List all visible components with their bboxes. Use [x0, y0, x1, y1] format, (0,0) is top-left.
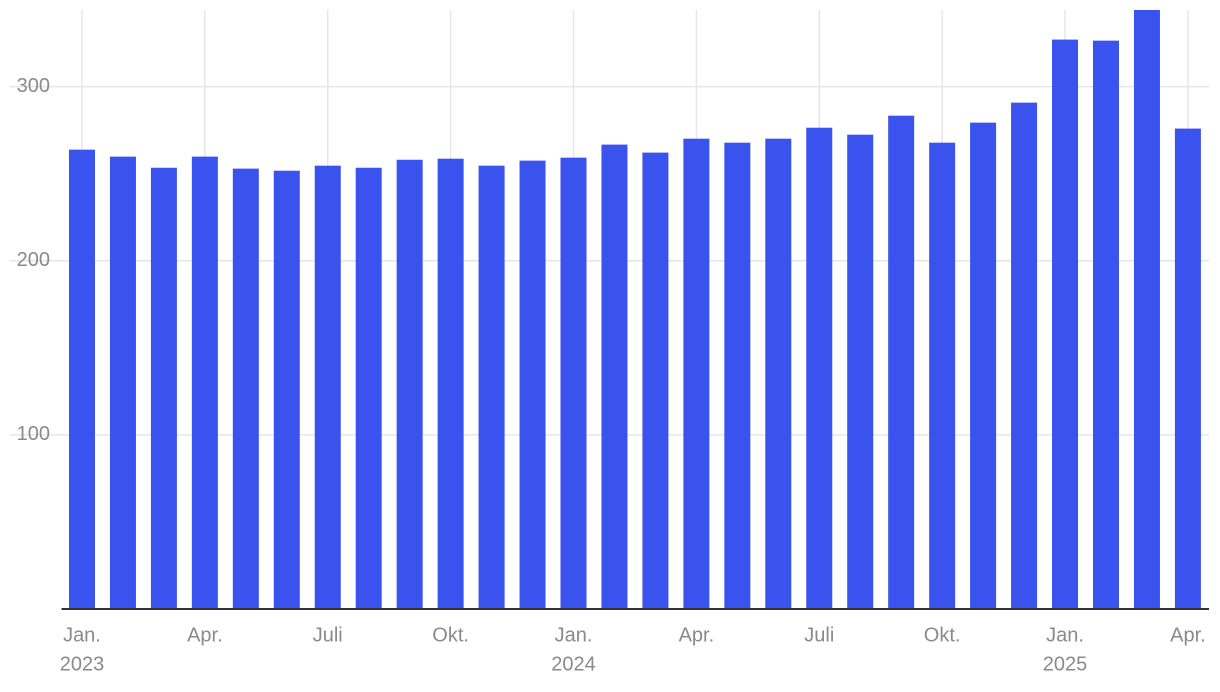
bar	[1174, 128, 1201, 609]
bar	[642, 152, 669, 609]
bar	[314, 165, 341, 609]
x-year-label: 2025	[1043, 653, 1088, 675]
bar	[355, 167, 382, 609]
bar	[560, 157, 587, 609]
x-tick-label: Okt.	[924, 624, 961, 646]
x-tick-label: Okt.	[432, 624, 469, 646]
bar	[847, 134, 874, 609]
bar	[273, 170, 300, 609]
bar	[1092, 40, 1119, 610]
bar	[68, 149, 95, 609]
bar	[765, 138, 792, 609]
x-tick-label: Juli	[804, 624, 834, 646]
bar	[806, 127, 833, 610]
bar	[1011, 102, 1038, 609]
bar	[396, 159, 423, 609]
bar	[437, 158, 464, 609]
x-tick-label: Jan.	[555, 624, 593, 646]
bar	[888, 115, 915, 609]
x-year-label: 2024	[551, 653, 596, 675]
x-year-label: 2023	[60, 653, 105, 675]
x-tick-label: Jan.	[63, 624, 101, 646]
bar	[519, 160, 546, 609]
y-tick-label: 300	[17, 75, 50, 97]
bar	[929, 142, 956, 609]
x-tick-label: Apr.	[679, 624, 715, 646]
bar	[601, 144, 628, 609]
bar	[232, 168, 259, 609]
x-tick-label: Apr.	[1170, 624, 1206, 646]
bar	[683, 138, 710, 609]
bar	[1133, 10, 1160, 609]
bar	[970, 122, 997, 609]
bar	[1052, 39, 1079, 609]
bar	[150, 167, 177, 609]
y-tick-label: 100	[17, 423, 50, 445]
x-tick-label: Jan.	[1046, 624, 1084, 646]
bar	[191, 156, 218, 609]
y-tick-label: 200	[17, 249, 50, 271]
bar	[478, 165, 505, 609]
bar	[109, 156, 136, 609]
bar	[724, 142, 751, 609]
x-tick-label: Apr.	[187, 624, 223, 646]
x-tick-label: Juli	[313, 624, 343, 646]
